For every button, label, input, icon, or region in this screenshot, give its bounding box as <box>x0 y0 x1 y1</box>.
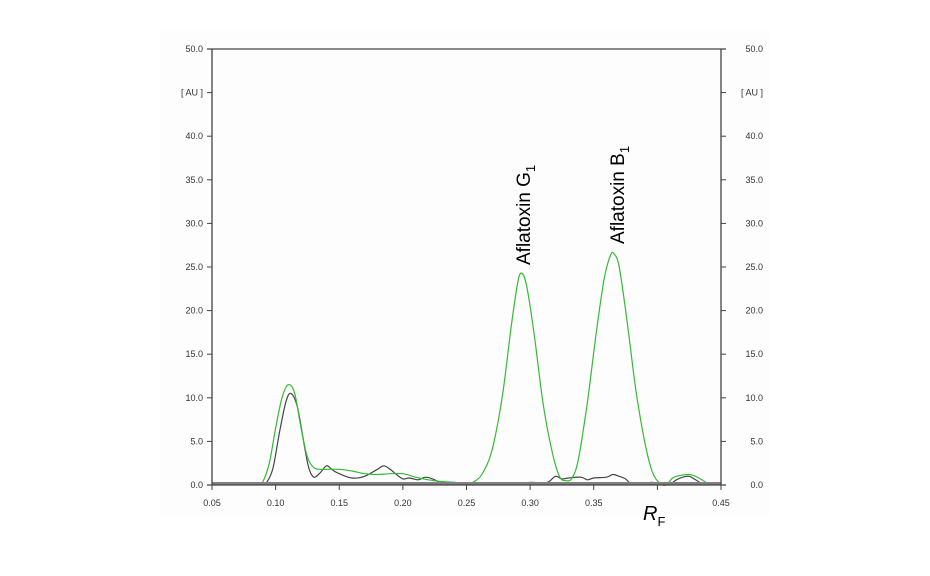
plot-panel <box>160 30 770 515</box>
x-tick-label: 0.45 <box>712 498 730 508</box>
baseline-band <box>212 482 721 485</box>
right-y-tick-label: 5.0 <box>750 436 763 446</box>
left-y-tick-label: 40.0 <box>185 131 203 141</box>
left-y-tick-label: 5.0 <box>190 436 203 446</box>
right-y-tick-label: 40.0 <box>745 131 763 141</box>
left-y-tick-label: 30.0 <box>185 218 203 228</box>
x-tick-label: 0.05 <box>203 498 221 508</box>
left-y-tick-label: [ AU ] <box>181 88 203 98</box>
x-tick-label: 0.30 <box>521 498 539 508</box>
left-y-tick-label: 25.0 <box>185 262 203 272</box>
right-y-tick-label: [ AU ] <box>741 88 763 98</box>
right-y-tick-label: 20.0 <box>745 306 763 316</box>
peak-label-subscript: 1 <box>617 146 632 153</box>
left-y-tick-label: 50.0 <box>185 44 203 54</box>
left-y-tick-label: 35.0 <box>185 175 203 185</box>
right-y-tick-label: 0.0 <box>750 480 763 490</box>
left-y-tick-label: 10.0 <box>185 393 203 403</box>
left-y-tick-label: 0.0 <box>190 480 203 490</box>
right-y-tick-label: 35.0 <box>745 175 763 185</box>
x-tick-label: 0.10 <box>267 498 285 508</box>
x-tick-label: 0.20 <box>394 498 412 508</box>
peak-label-subscript: 1 <box>523 165 538 172</box>
series-sample-line <box>256 251 709 487</box>
right-y-tick-label: 10.0 <box>745 393 763 403</box>
right-y-tick-label: 30.0 <box>745 218 763 228</box>
peak-label-aflatoxin-g1: Aflatoxin G1 <box>514 165 538 265</box>
left-y-tick-label: 15.0 <box>185 349 203 359</box>
x-tick-label: 0.25 <box>458 498 476 508</box>
x-axis-title-subscript: F <box>657 514 665 529</box>
left-y-tick-label: 20.0 <box>185 306 203 316</box>
right-y-tick-label: 25.0 <box>745 262 763 272</box>
right-y-tick-label: 15.0 <box>745 349 763 359</box>
x-tick-label: 0.35 <box>585 498 603 508</box>
labels-layer: 0.0 0.0 5.0 5.0 10.0 10.0 15.0 15.0 20.0 20.0 25.0… <box>181 44 763 529</box>
peak-label-aflatoxin-b1: Aflatoxin B1 <box>608 146 632 244</box>
right-y-tick-label: 50.0 <box>745 44 763 54</box>
x-tick-label: 0.15 <box>330 498 348 508</box>
axes-layer <box>207 48 726 490</box>
